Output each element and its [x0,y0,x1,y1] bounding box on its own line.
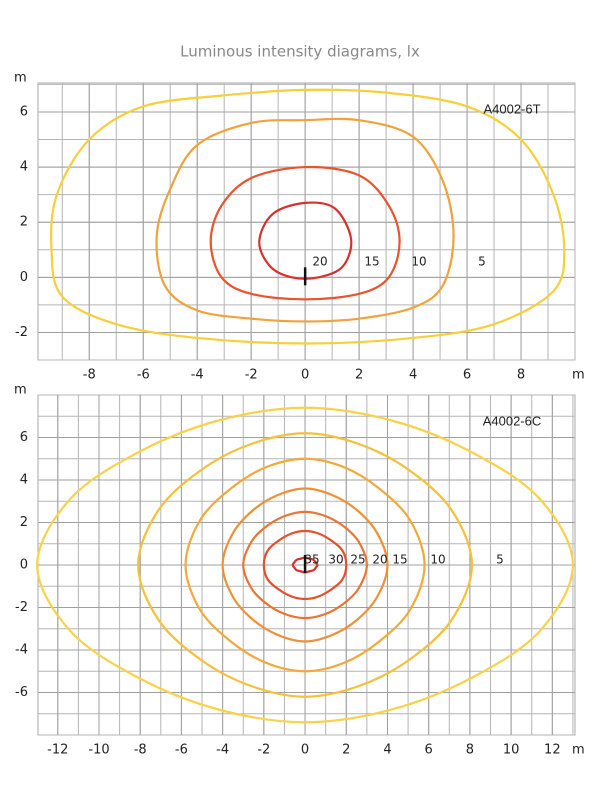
contour-label: 10 [411,255,426,269]
y-unit: m [14,71,27,86]
contour-label: 15 [364,255,379,269]
contour-line [242,510,368,620]
contour-label: 25 [350,553,365,567]
model-label: A4002-6C [483,413,542,428]
y-tick-label: 4 [20,473,28,488]
contour-label: 35 [304,553,319,567]
contour-line [49,88,566,345]
x-tick-label: 0 [301,743,309,758]
y-tick-label: 0 [20,270,28,285]
contour-label: 5 [496,553,504,567]
contour-label: 30 [328,553,343,567]
contour-label: 15 [392,553,407,567]
y-tick-label: -4 [15,643,28,658]
x-tick-label: 10 [503,743,520,758]
contour-label: 5 [478,255,486,269]
y-tick-label: -2 [15,325,28,340]
y-tick-label: 2 [20,515,28,530]
x-tick-label: 4 [383,743,391,758]
x-tick-label: 8 [517,368,525,383]
plot-area [37,82,576,361]
y-tick-label: 0 [20,558,28,573]
contour-label: 20 [372,553,387,567]
y-tick-label: 6 [20,430,28,445]
contour-line [291,556,319,574]
x-unit: m [572,743,585,758]
contour-line [262,529,348,601]
x-tick-label: 8 [466,743,474,758]
x-tick-label: -8 [83,368,96,383]
y-tick-label: -2 [15,600,28,615]
x-tick-label: 0 [301,368,309,383]
x-tick-label: -4 [191,368,204,383]
x-tick-label: 4 [409,368,417,383]
model-label: A4002-6T [483,101,540,116]
x-tick-label: 6 [463,368,471,383]
x-tick-label: 6 [425,743,433,758]
x-tick-label: -8 [134,743,147,758]
contour-line [137,432,474,698]
y-tick-label: 4 [20,160,28,175]
contour-line [155,117,455,323]
y-tick-label: 2 [20,215,28,230]
contour-line [184,457,426,673]
x-tick-label: -4 [216,743,229,758]
x-tick-label: -6 [175,743,188,758]
x-tick-label: -2 [245,368,258,383]
y-tick-label: -6 [15,685,28,700]
x-tick-label: -12 [47,743,68,758]
x-tick-label: 2 [342,743,350,758]
x-unit: m [572,368,585,383]
contour-label: 10 [430,553,445,567]
x-tick-label: 12 [544,743,561,758]
contour-line [36,406,575,724]
contour-line [209,165,401,301]
y-tick-label: 6 [20,104,28,119]
page-title: Luminous intensity diagrams, lx [180,43,420,61]
x-tick-label: -2 [257,743,270,758]
contour-label: 20 [312,255,327,269]
x-tick-label: 2 [355,368,363,383]
x-tick-label: -10 [88,743,109,758]
contour-line [221,487,389,643]
x-tick-label: -6 [137,368,150,383]
y-unit: m [14,383,27,398]
